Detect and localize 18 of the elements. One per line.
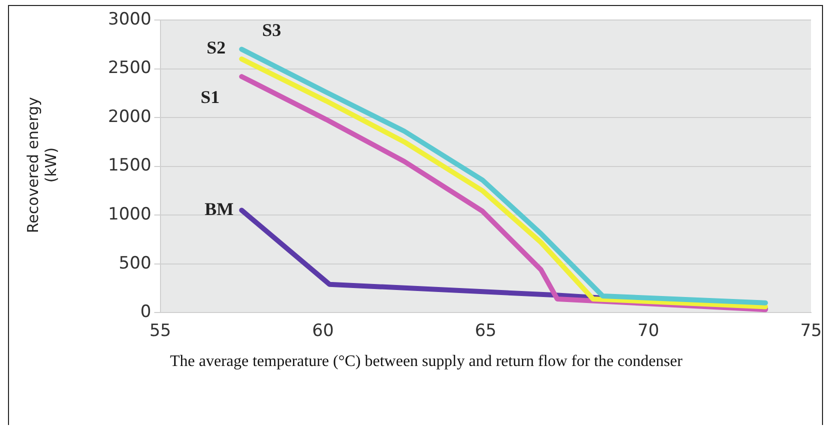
y-tick-label: 1500 [108,156,152,176]
y-tick-label: 500 [118,253,152,274]
y-tick-label: 2000 [108,106,152,127]
x-tick-label: 60 [312,321,334,342]
y-tick-label: 2500 [108,58,152,78]
x-tick-label: 65 [474,321,496,342]
series-label: BM [204,198,234,219]
series-label: S3 [262,20,282,40]
series-label: S1 [200,87,220,108]
y-tick-label: 0 [140,302,152,322]
y-tick-label: 1000 [108,204,152,224]
x-tick-label: 70 [637,321,660,342]
x-tick-label: 55 [149,321,172,342]
x-tick-label: 75 [800,321,822,342]
x-axis-title: The average temperature (°C) between supply and return flow for the condenser [170,352,684,372]
y-tick-label: 3000 [108,9,152,30]
series-label: S2 [206,38,226,58]
y-axis-title: Recovered energy (kW) [24,96,60,234]
